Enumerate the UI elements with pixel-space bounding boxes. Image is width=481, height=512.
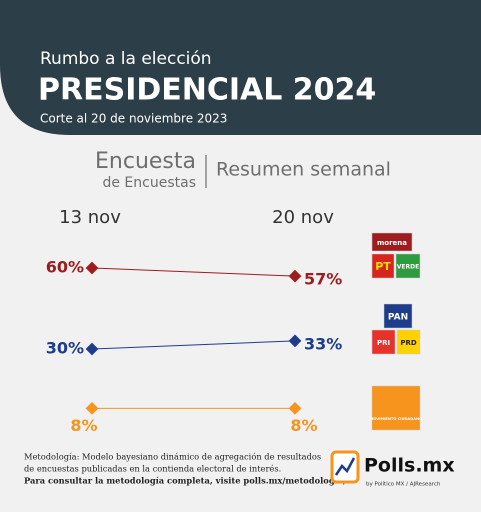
point xyxy=(288,402,302,415)
value-label: 57% xyxy=(304,270,342,289)
brand-icon-line xyxy=(334,457,356,476)
title: PRESIDENCIAL 2024 xyxy=(38,73,376,108)
party-logo-label: morena xyxy=(377,239,407,247)
brand-icon xyxy=(330,450,360,484)
party-logo xyxy=(396,329,421,355)
party-logo-label: PT xyxy=(375,260,391,273)
methodology: de encuestas publicadas en la contienda … xyxy=(24,464,281,474)
x-category-label: 13 nov xyxy=(59,207,121,228)
section-title: de Encuestas xyxy=(102,175,196,191)
party-logo-label: PRD xyxy=(400,339,417,347)
methodology: Metodología: Modelo bayesiano dinámico d… xyxy=(24,452,321,462)
point xyxy=(85,402,99,415)
party-logo xyxy=(371,385,421,431)
party-logo xyxy=(371,329,396,355)
brand-byline: by Político MX / AJResearch xyxy=(366,481,441,488)
kicker: Rumbo a la elección xyxy=(40,49,212,69)
party-logo-label: PRI xyxy=(377,339,390,347)
value-label: 33% xyxy=(304,334,342,353)
value-label: 60% xyxy=(46,258,84,277)
value-label: 30% xyxy=(46,339,84,358)
party-logo xyxy=(383,303,413,329)
section-subtitle: Resumen semanal xyxy=(216,159,391,181)
date: Corte al 20 de noviembre 2023 xyxy=(40,112,227,126)
party-logo-label: MOVIMIENTO CIUDADANO xyxy=(370,417,422,421)
point xyxy=(288,269,302,283)
value-label: 8% xyxy=(70,416,97,435)
value-label: 8% xyxy=(290,416,317,435)
point xyxy=(85,261,99,275)
methodology-link: Para consultar la metodología completa, … xyxy=(24,476,349,487)
party-logo xyxy=(371,232,413,252)
brand-name: Polls.mx xyxy=(364,455,455,477)
party-logo-label: PAN xyxy=(388,313,408,323)
point xyxy=(288,334,302,348)
party-logo-label: VERDE xyxy=(397,264,419,271)
x-category-label: 20 nov xyxy=(272,207,334,228)
party-logo xyxy=(395,253,421,279)
header-band xyxy=(0,0,481,135)
party-logo xyxy=(371,253,395,279)
section-title: Encuesta xyxy=(95,149,196,174)
slope-line xyxy=(91,340,296,350)
slope-line xyxy=(91,267,296,277)
point xyxy=(85,342,99,356)
